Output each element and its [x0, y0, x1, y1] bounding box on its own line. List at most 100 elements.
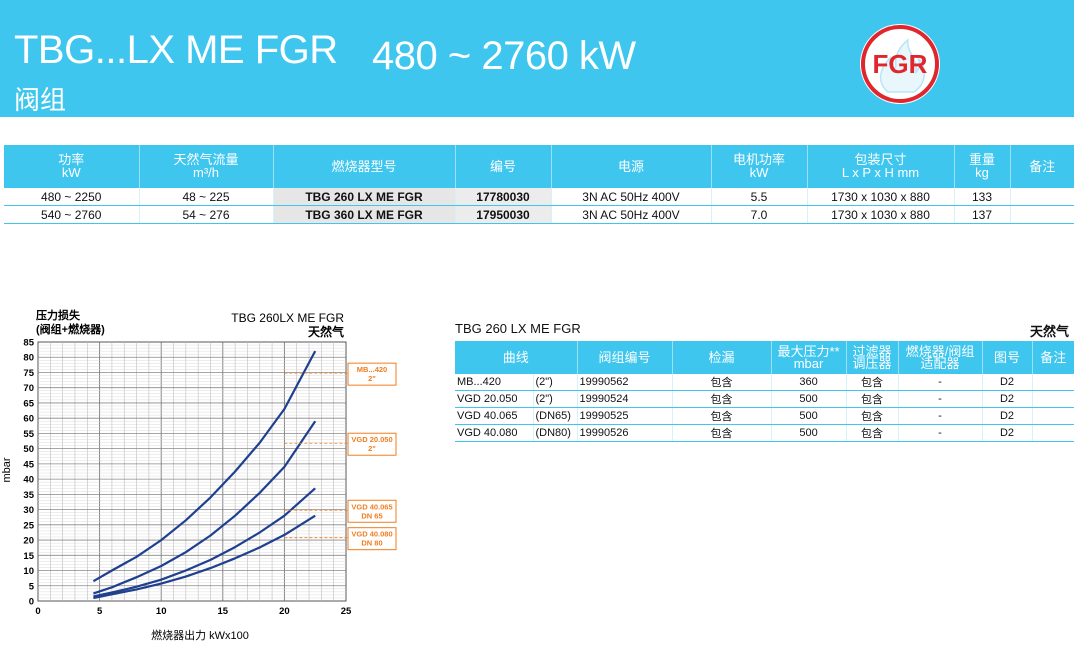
series-label-box — [347, 362, 397, 386]
table-cell: TBG 260 LX ME FGR — [273, 187, 456, 206]
valve-table-header: 曲线 — [455, 341, 578, 374]
chart-ytick-label: 70 — [23, 383, 34, 394]
valve-table-header: 最大压力** mbar — [771, 341, 847, 374]
chart-ytick-label: 75 — [23, 368, 34, 379]
table-cell: 包含 — [672, 407, 772, 425]
table-cell: 540 ~ 2760 — [4, 205, 140, 224]
table-cell: (DN80) — [533, 424, 578, 442]
header-line2: L x P x H mm — [841, 165, 920, 180]
table-cell: - — [898, 390, 983, 408]
table-cell — [1032, 424, 1074, 442]
chart-ytick-label: 30 — [23, 505, 34, 516]
header-line1: 曲线 — [502, 349, 529, 365]
table-cell: 包含 — [846, 390, 899, 408]
product-table-header: 包装尺寸 L x P x H mm — [807, 145, 955, 188]
chart-ylabel-top2: (阀组+燃烧器) — [36, 322, 105, 336]
product-table-header: 功率 kW — [4, 145, 140, 188]
product-table-header: 燃烧器型号 — [273, 145, 456, 188]
product-table-header: 重量 kg — [954, 145, 1011, 188]
chart-xtick-label: 10 — [156, 606, 167, 617]
table-cell: 5.5 — [711, 187, 808, 206]
chart-ylabel-top: 压力损失 — [36, 308, 81, 322]
table-cell: 包含 — [672, 390, 772, 408]
table-row: 480 ~ 2250 48 ~ 225 TBG 260 LX ME FGR 17780… — [4, 187, 1074, 206]
table-cell: 133 — [954, 187, 1011, 206]
fgr-logo-text: FGR — [873, 49, 928, 79]
chart-ytick-label: 35 — [23, 490, 34, 501]
chart-ytick-label: 45 — [23, 459, 34, 470]
table-cell: 137 — [954, 205, 1011, 224]
header-line1: 阀组编号 — [598, 349, 651, 365]
table-cell: 1730 x 1030 x 880 — [807, 205, 955, 224]
header-line1: 重量 — [968, 152, 995, 167]
header-line1: 过滤器 — [852, 343, 892, 359]
product-table: 功率 kW 天然气流量 m³/h 燃烧器型号 编号 电源 电机功率 kW 包装尺寸 L x P x … — [4, 145, 1074, 224]
header-line1: 功率 — [58, 152, 85, 167]
table-cell: 包含 — [846, 374, 899, 391]
header-line1: 电机功率 — [732, 152, 785, 167]
table-cell: 7.0 — [711, 205, 808, 224]
table-cell: 54 ~ 276 — [139, 205, 274, 224]
table-cell: 19990526 — [577, 424, 673, 442]
table-cell: 17780030 — [455, 187, 552, 206]
chart-ytick-label: 40 — [23, 475, 34, 486]
chart-ytick-label: 25 — [23, 520, 34, 531]
valve-table-header: 阀组编号 — [577, 341, 673, 374]
product-table-header: 电机功率 kW — [711, 145, 808, 188]
table-cell: D2 — [982, 390, 1033, 408]
chart-plot-area — [37, 341, 347, 602]
chart-ytick-label: 55 — [23, 429, 34, 440]
header-line1: 备注 — [1029, 158, 1056, 174]
header-line2: kW — [749, 165, 769, 180]
table-cell: 48 ~ 225 — [139, 187, 274, 206]
header-line2: 适配器 — [920, 355, 960, 371]
chart-ytick-label: 5 — [29, 581, 35, 592]
chart-title: TBG 260LX ME FGR — [231, 311, 344, 325]
valve-table-gas: 天然气 — [1030, 324, 1070, 339]
series-label-text: MB...420 — [357, 365, 387, 374]
table-cell: - — [898, 374, 983, 391]
product-table-header: 编号 — [455, 145, 552, 188]
product-table-header: 天然气流量 m³/h — [139, 145, 274, 188]
header-line1: 备注 — [1040, 349, 1067, 365]
header-line2: m³/h — [193, 165, 219, 180]
header-line1: 电源 — [617, 158, 644, 174]
table-cell: 360 — [771, 374, 847, 391]
chart-ytick-label: 20 — [23, 536, 34, 547]
table-cell: D2 — [982, 424, 1033, 442]
chart-series-line-4 — [93, 514, 316, 600]
header-line1: 包装尺寸 — [854, 152, 907, 167]
table-cell: 19990525 — [577, 407, 673, 425]
header-line2: 调压器 — [852, 355, 892, 371]
header-line1: 最大压力** — [777, 343, 840, 359]
chart-xtick-label: 15 — [218, 606, 229, 617]
table-cell: MB...420 — [455, 374, 534, 391]
table-cell: 480 ~ 2250 — [4, 187, 140, 206]
chart-ytick-label: 60 — [23, 414, 34, 425]
header-line1: 检漏 — [708, 349, 735, 365]
chart-ytick-label: 0 — [29, 597, 34, 608]
chart-ytick-label: 85 — [23, 338, 34, 349]
series-label-box — [347, 527, 397, 551]
table-cell: 500 — [771, 407, 847, 425]
header-line2: mbar — [793, 355, 824, 371]
header-line1: 天然气流量 — [173, 152, 239, 167]
chart-ytick-label: 80 — [23, 353, 34, 364]
table-row: MB...420 (2") 19990562 包含 360 包含 - D2 — [455, 374, 1074, 391]
series-label-text: DN 65 — [361, 511, 382, 520]
table-row: VGD 20.050 (2") 19990524 包含 500 包含 - D2 — [455, 390, 1074, 408]
chart-gas-label: 天然气 — [308, 324, 344, 339]
header-line1: 燃烧器/阀组 — [905, 343, 975, 359]
series-label-box — [347, 499, 397, 523]
table-cell: 包含 — [846, 407, 899, 425]
chart-series-line-2 — [93, 420, 317, 595]
valve-table-header: 过滤器 调压器 — [846, 341, 899, 374]
header-line2: kg — [975, 165, 989, 180]
table-cell: VGD 40.080 — [455, 424, 534, 442]
series-label-text: VGD 20.050 — [351, 435, 392, 444]
header-line1: 燃烧器型号 — [331, 158, 397, 174]
product-table-header: 备注 — [1010, 145, 1074, 188]
valve-table-header: 图号 — [982, 341, 1033, 374]
page-subtitle: 阀组 — [14, 85, 67, 115]
valve-table-header: 燃烧器/阀组 适配器 — [898, 341, 983, 374]
